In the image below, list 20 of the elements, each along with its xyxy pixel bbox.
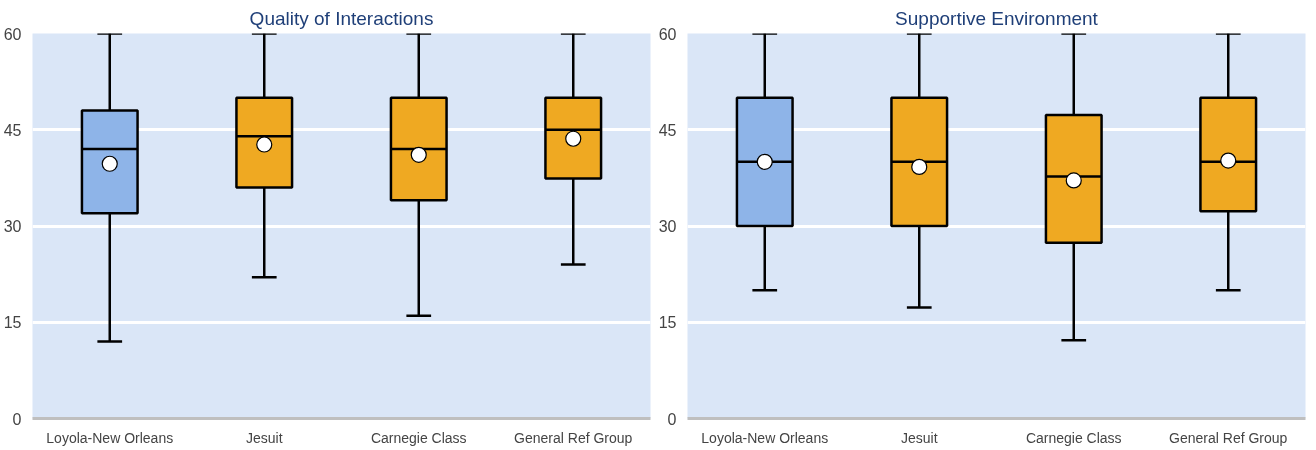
x-tick-label: General Ref Group <box>514 429 633 446</box>
y-tick-label: 0 <box>12 410 22 428</box>
y-tick-label: 60 <box>3 25 22 43</box>
chart-title: Quality of Interactions <box>249 7 434 29</box>
x-tick-label: Loyola-New Orleans <box>701 429 829 446</box>
y-tick-label: 30 <box>3 218 22 235</box>
y-tick-label: 15 <box>658 314 677 332</box>
y-tick-label: 30 <box>658 218 677 235</box>
x-tick-label: Carnegie Class <box>1025 429 1122 446</box>
y-tick-label: 0 <box>667 410 677 428</box>
y-tick-label: 45 <box>658 121 677 139</box>
y-tick-label: 15 <box>3 314 22 332</box>
x-tick-label: Jesuit <box>900 429 938 446</box>
x-tick-label: Jesuit <box>245 429 283 446</box>
x-tick-label: Carnegie Class <box>370 429 467 446</box>
chart-title: Supportive Environment <box>895 7 1099 29</box>
x-tick-label: General Ref Group <box>1169 429 1288 446</box>
y-tick-label: 60 <box>658 25 677 43</box>
y-tick-label: 45 <box>3 121 22 139</box>
x-tick-label: Loyola-New Orleans <box>46 429 174 446</box>
